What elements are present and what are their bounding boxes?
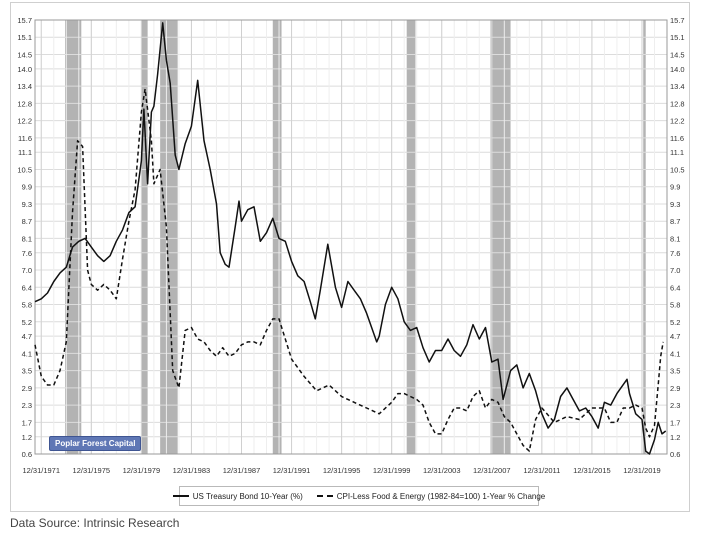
y-tick-label-left-26: 0.6 bbox=[22, 450, 32, 459]
y-tick-label-right-22: 2.9 bbox=[670, 384, 680, 393]
x-tick-label-5: 12/31/1991 bbox=[273, 466, 311, 475]
y-tick-label-left-16: 6.4 bbox=[22, 283, 32, 292]
y-tick-label-left-0: 15.7 bbox=[17, 16, 32, 25]
legend-label-treasury: US Treasury Bond 10-Year (%) bbox=[192, 491, 303, 501]
x-tick-label-4: 12/31/1987 bbox=[223, 466, 261, 475]
y-tick-label-left-1: 15.1 bbox=[17, 33, 32, 42]
recession-band-4 bbox=[406, 20, 416, 454]
series-lines bbox=[34, 22, 667, 455]
x-tick-label-9: 12/31/2007 bbox=[473, 466, 511, 475]
recession-band-5 bbox=[490, 20, 511, 454]
x-tick-label-10: 12/31/2011 bbox=[523, 466, 560, 475]
y-tick-label-left-17: 5.8 bbox=[22, 301, 32, 310]
y-tick-label-left-9: 10.5 bbox=[17, 165, 32, 174]
y-tick-label-left-19: 4.7 bbox=[22, 332, 32, 341]
recession-band-2 bbox=[160, 20, 178, 454]
y-tick-label-left-8: 11.1 bbox=[18, 148, 32, 157]
y-tick-label-right-26: 0.6 bbox=[670, 450, 680, 459]
y-tick-label-left-10: 9.9 bbox=[22, 183, 32, 192]
data-source-note: Data Source: Intrinsic Research bbox=[10, 516, 180, 530]
axes: 15.7 15.7 15.1 15.1 14.5 14.5 14.0 14.0 13.4 13.4… bbox=[17, 16, 684, 475]
y-tick-label-left-20: 4.1 bbox=[22, 349, 32, 358]
y-tick-label-left-11: 9.3 bbox=[22, 200, 32, 209]
y-tick-label-left-2: 14.5 bbox=[17, 50, 32, 59]
y-tick-label-right-0: 15.7 bbox=[670, 16, 685, 25]
legend-entry-cpi: CPI-Less Food & Energy (1982-84=100) 1-Y… bbox=[316, 491, 546, 501]
chart-figure: 15.7 15.7 15.1 15.1 14.5 14.5 14.0 14.0 13.4 13.4… bbox=[10, 2, 690, 512]
watermark-badge: Poplar Forest Capital bbox=[49, 436, 142, 451]
y-tick-label-right-15: 7.0 bbox=[670, 266, 680, 275]
plot-border bbox=[34, 19, 668, 455]
y-tick-label-right-5: 12.8 bbox=[670, 99, 685, 108]
recession-band-6 bbox=[643, 20, 646, 454]
y-tick-label-right-24: 1.7 bbox=[670, 418, 680, 427]
x-tick-label-12: 12/31/2019 bbox=[623, 466, 661, 475]
y-tick-label-left-23: 2.3 bbox=[22, 401, 32, 410]
x-tick-label-1: 12/31/1975 bbox=[73, 466, 111, 475]
y-tick-label-left-18: 5.2 bbox=[22, 318, 32, 327]
legend-label-cpi: CPI-Less Food & Energy (1982-84=100) 1-Y… bbox=[336, 491, 546, 501]
recession-band-1 bbox=[141, 20, 148, 454]
x-tick-label-7: 12/31/1999 bbox=[373, 466, 411, 475]
y-tick-label-right-16: 6.4 bbox=[670, 283, 680, 292]
recession-band-3 bbox=[272, 20, 282, 454]
y-tick-label-left-7: 11.6 bbox=[18, 134, 32, 143]
y-tick-label-left-13: 8.1 bbox=[22, 234, 32, 243]
y-tick-label-right-19: 4.7 bbox=[670, 332, 680, 341]
y-tick-label-right-1: 15.1 bbox=[670, 33, 685, 42]
y-tick-label-right-23: 2.3 bbox=[670, 401, 680, 410]
chart-legend: US Treasury Bond 10-Year (%) CPI-Less Fo… bbox=[172, 486, 545, 506]
legend-entry-treasury: US Treasury Bond 10-Year (%) bbox=[172, 491, 303, 501]
x-tick-label-2: 12/31/1979 bbox=[123, 466, 161, 475]
gridlines bbox=[35, 19, 668, 455]
x-tick-label-3: 12/31/1983 bbox=[173, 466, 211, 475]
y-tick-label-right-3: 14.0 bbox=[670, 65, 685, 74]
y-tick-label-right-14: 7.6 bbox=[670, 249, 680, 258]
y-tick-label-left-14: 7.6 bbox=[22, 249, 32, 258]
x-tick-label-8: 12/31/2003 bbox=[423, 466, 461, 475]
y-tick-label-right-8: 11.1 bbox=[670, 148, 684, 157]
y-tick-label-left-22: 2.9 bbox=[22, 384, 32, 393]
y-tick-label-right-11: 9.3 bbox=[670, 200, 680, 209]
y-tick-label-right-13: 8.1 bbox=[670, 234, 680, 243]
x-tick-label-11: 12/31/2015 bbox=[573, 466, 611, 475]
y-tick-label-right-10: 9.9 bbox=[670, 183, 680, 192]
y-tick-label-right-12: 8.7 bbox=[670, 217, 680, 226]
y-tick-label-right-18: 5.2 bbox=[670, 318, 680, 327]
series-line-treasury-10y bbox=[34, 22, 667, 455]
y-tick-label-right-9: 10.5 bbox=[670, 165, 685, 174]
y-tick-label-right-25: 1.2 bbox=[670, 433, 680, 442]
y-tick-label-left-3: 14.0 bbox=[17, 65, 32, 74]
legend-swatch-dashed bbox=[316, 495, 333, 497]
y-tick-label-left-6: 12.2 bbox=[17, 117, 32, 126]
series-line-core-cpi bbox=[34, 88, 664, 452]
y-tick-label-right-6: 12.2 bbox=[670, 117, 685, 126]
y-tick-label-left-21: 3.5 bbox=[22, 367, 32, 376]
recession-bands bbox=[65, 20, 646, 454]
recession-band-0 bbox=[65, 20, 82, 454]
y-tick-label-left-15: 7.0 bbox=[22, 266, 32, 275]
x-tick-label-6: 12/31/1995 bbox=[323, 466, 361, 475]
y-tick-label-left-4: 13.4 bbox=[17, 82, 32, 91]
y-tick-label-left-25: 1.2 bbox=[22, 433, 32, 442]
y-tick-label-right-2: 14.5 bbox=[670, 50, 685, 59]
line-chart: 15.7 15.7 15.1 15.1 14.5 14.5 14.0 14.0 13.4 13.4… bbox=[17, 16, 684, 475]
y-tick-label-right-17: 5.8 bbox=[670, 301, 680, 310]
y-tick-label-right-7: 11.6 bbox=[670, 134, 684, 143]
y-tick-label-right-21: 3.5 bbox=[670, 367, 680, 376]
y-tick-label-left-5: 12.8 bbox=[17, 99, 32, 108]
y-tick-label-left-12: 8.7 bbox=[22, 217, 32, 226]
x-tick-label-0: 12/31/1971 bbox=[22, 466, 60, 475]
legend-swatch-solid bbox=[172, 495, 189, 497]
y-tick-label-right-4: 13.4 bbox=[670, 82, 685, 91]
y-tick-label-right-20: 4.1 bbox=[670, 349, 680, 358]
y-tick-label-left-24: 1.7 bbox=[22, 418, 32, 427]
